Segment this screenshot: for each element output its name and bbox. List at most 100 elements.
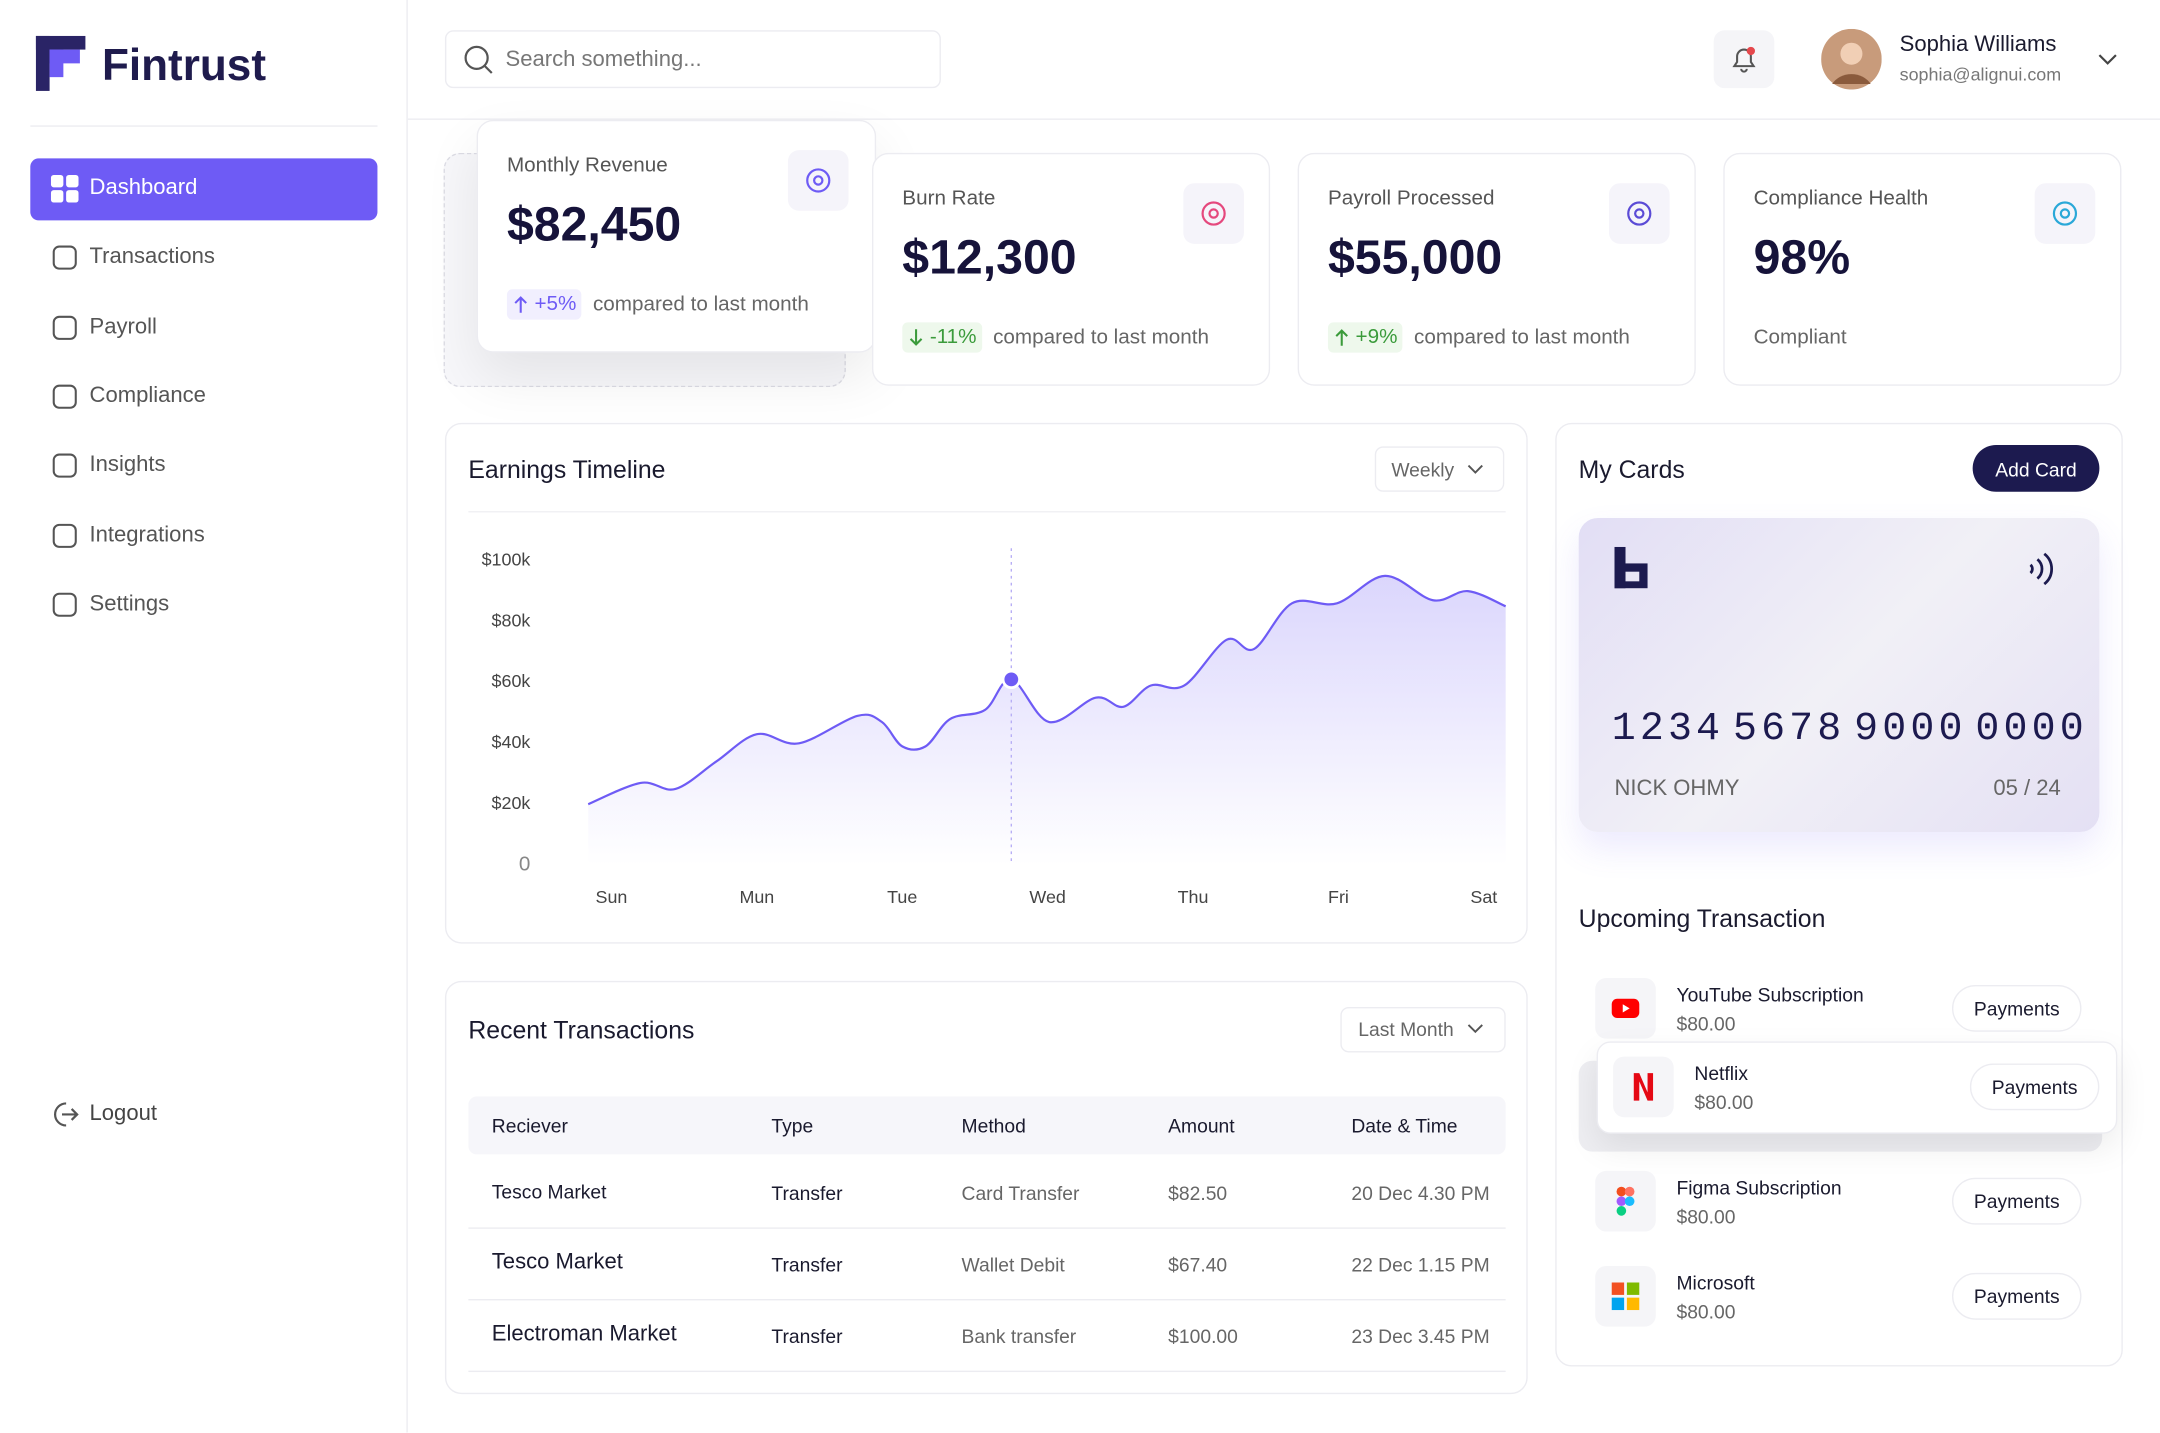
item-name: Netflix bbox=[1694, 1062, 1748, 1085]
card-holder: NICK OHMY bbox=[1614, 776, 1740, 801]
card-number-group: 0000 bbox=[1975, 705, 2088, 752]
bell-icon bbox=[1732, 46, 1756, 73]
nav-item[interactable]: Integrations bbox=[89, 522, 205, 547]
stat-label: Payroll Processed bbox=[1327, 186, 1495, 211]
y-tick-label: $60k bbox=[492, 671, 531, 691]
brand-icon-bg bbox=[1595, 1265, 1656, 1327]
stat-icon-bg bbox=[1608, 183, 1670, 244]
period-dropdown[interactable] bbox=[1374, 446, 1505, 492]
table-header bbox=[468, 1096, 1506, 1155]
credit-card bbox=[1578, 517, 2100, 833]
table-cell: Tesco Market bbox=[491, 1180, 607, 1203]
logout-icon bbox=[54, 1102, 79, 1127]
item-amount: $80.00 bbox=[1676, 1205, 1736, 1228]
nav-item[interactable]: Insights bbox=[89, 453, 166, 477]
y-tick-label: $100k bbox=[482, 549, 531, 569]
header-border bbox=[407, 118, 2160, 120]
y-tick-label: $80k bbox=[492, 610, 531, 630]
table-cell: 22 Dec 1.15 PM bbox=[1351, 1253, 1490, 1276]
brand: Fintrust bbox=[101, 39, 266, 90]
row-divider bbox=[468, 1227, 1506, 1229]
nav-item[interactable]: Compliance bbox=[89, 384, 206, 408]
column-header: Type bbox=[771, 1114, 814, 1137]
hover-point bbox=[1001, 669, 1021, 690]
brand-icon bbox=[1616, 1186, 1635, 1216]
column-header: Method bbox=[961, 1114, 1026, 1137]
transactions-title: Recent Transactions bbox=[468, 1016, 695, 1045]
line bbox=[587, 574, 1507, 806]
table-cell: 23 Dec 3.45 PM bbox=[1351, 1325, 1490, 1348]
payments-button[interactable] bbox=[1969, 1063, 2100, 1111]
user-name: Sophia Williams bbox=[1899, 33, 2057, 57]
stat-icon-bg bbox=[2034, 183, 2096, 244]
logout[interactable]: Logout bbox=[89, 1102, 157, 1126]
stat-value: $82,450 bbox=[506, 197, 682, 252]
chevron[interactable] bbox=[2097, 50, 2119, 69]
x-tick-label: Wed bbox=[1029, 887, 1065, 907]
item-name: Microsoft bbox=[1676, 1271, 1755, 1294]
table-cell: $67.40 bbox=[1168, 1253, 1228, 1276]
period: Weekly bbox=[1391, 458, 1455, 481]
change-arrow bbox=[909, 329, 923, 346]
row-divider bbox=[468, 1299, 1506, 1301]
stat-icon bbox=[1201, 201, 1226, 226]
payments-button[interactable] bbox=[1951, 984, 2082, 1032]
change-arrow bbox=[1335, 329, 1348, 346]
table-cell: Bank transfer bbox=[961, 1325, 1077, 1348]
table-cell: 20 Dec 4.30 PM bbox=[1351, 1181, 1490, 1204]
divider bbox=[468, 511, 1506, 513]
table-cell: $100.00 bbox=[1168, 1325, 1238, 1348]
card-number-group: 9000 bbox=[1854, 705, 1967, 752]
nav-item[interactable]: Payroll bbox=[89, 314, 157, 339]
stat-icon-bg bbox=[1183, 183, 1244, 244]
table-cell: Transfer bbox=[771, 1181, 843, 1204]
column-header: Amount bbox=[1168, 1114, 1235, 1137]
row-divider bbox=[468, 1370, 1506, 1373]
add-card-label: Add Card bbox=[1995, 458, 2077, 481]
change-badge: +9% bbox=[1327, 322, 1403, 353]
nav-item[interactable]: Transactions bbox=[89, 245, 215, 270]
nav-active-bg bbox=[30, 158, 378, 221]
table-cell: $82.50 bbox=[1168, 1181, 1228, 1204]
payments-button[interactable] bbox=[1951, 1177, 2082, 1225]
payments-label: Payments bbox=[1973, 997, 2060, 1020]
nav-item[interactable]: Settings bbox=[89, 592, 170, 616]
sidebar-border bbox=[406, 0, 408, 1433]
brand-icon bbox=[1611, 1282, 1640, 1311]
nav-item[interactable]: Dashboard bbox=[89, 176, 198, 200]
payments-label: Payments bbox=[1991, 1075, 2078, 1098]
cards-title: My Cards bbox=[1578, 455, 1685, 484]
search-box[interactable] bbox=[444, 30, 941, 89]
search-icon bbox=[464, 45, 493, 74]
stat-icon-bg bbox=[787, 150, 849, 211]
item-name: Figma Subscription bbox=[1676, 1176, 1842, 1199]
avatar[interactable] bbox=[1821, 28, 1882, 90]
item-amount: $80.00 bbox=[1676, 1300, 1736, 1323]
item-name: YouTube Subscription bbox=[1676, 983, 1864, 1006]
card-expiry: 05 / 24 bbox=[1993, 776, 2061, 801]
stat-note: Compliant bbox=[1753, 325, 1847, 350]
chevron bbox=[1467, 464, 1483, 474]
stat-value: $55,000 bbox=[1327, 230, 1503, 285]
add-card-button[interactable] bbox=[1972, 444, 2100, 492]
item-amount: $80.00 bbox=[1676, 1012, 1736, 1035]
column-header: Reciever bbox=[491, 1114, 568, 1137]
contactless-icon bbox=[2029, 552, 2054, 586]
x-tick-label: Sat bbox=[1470, 887, 1497, 907]
payments-button[interactable] bbox=[1951, 1272, 2082, 1320]
change-arrow bbox=[514, 296, 527, 313]
user-email: sophia@alignui.com bbox=[1899, 64, 2062, 85]
stat-label: Compliance Health bbox=[1753, 186, 1929, 211]
stat-icon bbox=[1627, 201, 1652, 226]
y-tick-label: $40k bbox=[492, 732, 531, 752]
stat-value: 98% bbox=[1753, 230, 1851, 285]
stat-note: compared to last month bbox=[993, 325, 1210, 350]
stat-card bbox=[1723, 152, 2122, 386]
table-cell: Electroman Market bbox=[491, 1322, 677, 1346]
item-amount: $80.00 bbox=[1694, 1091, 1754, 1114]
payments-label: Payments bbox=[1973, 1190, 2060, 1213]
notification-button[interactable] bbox=[1713, 30, 1775, 89]
area bbox=[588, 575, 1506, 866]
nav-icon bbox=[52, 315, 77, 340]
